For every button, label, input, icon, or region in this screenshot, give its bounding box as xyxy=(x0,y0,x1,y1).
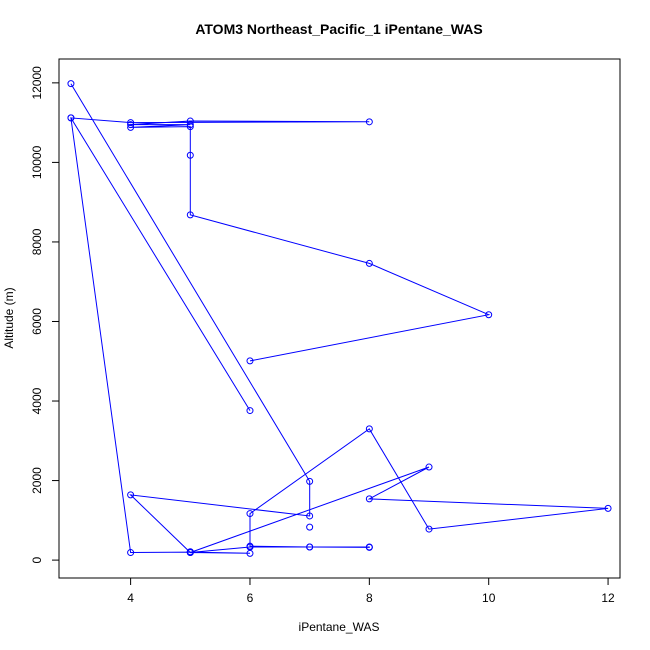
y-axis-label: Altitude (m) xyxy=(2,287,16,348)
data-point xyxy=(67,114,75,122)
y-tick-label: 10000 xyxy=(30,145,44,179)
data-point xyxy=(604,504,612,512)
data-point xyxy=(365,259,373,267)
y-tick-label: 12000 xyxy=(30,66,44,100)
data-point xyxy=(365,495,373,503)
series-line xyxy=(69,83,609,554)
data-point xyxy=(186,548,194,556)
data-series xyxy=(67,80,612,557)
plot-frame xyxy=(58,58,621,579)
data-point xyxy=(246,549,254,557)
data-point xyxy=(186,123,194,131)
chart-title: ATOM3 Northeast_Pacific_1 iPentane_WAS xyxy=(195,21,482,37)
data-point xyxy=(127,491,135,499)
data-point xyxy=(246,357,254,365)
data-point xyxy=(365,118,373,126)
data-point xyxy=(365,425,373,433)
data-point xyxy=(246,407,254,415)
data-point xyxy=(127,121,135,129)
data-point xyxy=(365,543,373,551)
data-point xyxy=(425,525,433,533)
data-point xyxy=(127,549,135,557)
x-tick-label: 4 xyxy=(127,591,134,605)
y-tick-label: 0 xyxy=(30,556,44,563)
x-tick-label: 12 xyxy=(601,591,615,605)
y-axis: 0 2000 4000 6000 8000 10000 12000 xyxy=(30,66,60,563)
y-tick-label: 2000 xyxy=(30,467,44,494)
data-point xyxy=(186,121,194,129)
x-tick-label: 10 xyxy=(482,591,496,605)
data-point xyxy=(127,119,135,127)
data-point xyxy=(425,463,433,471)
y-tick-label: 4000 xyxy=(30,387,44,414)
data-point xyxy=(485,311,493,319)
data-point xyxy=(306,543,314,551)
y-tick-label: 6000 xyxy=(30,308,44,335)
data-point xyxy=(306,477,314,485)
data-point xyxy=(67,80,75,88)
x-axis-label: iPentane_WAS xyxy=(299,620,380,634)
data-point xyxy=(186,151,194,159)
data-point xyxy=(306,512,314,520)
data-point xyxy=(246,510,254,518)
data-point xyxy=(127,123,135,131)
y-tick-label: 8000 xyxy=(30,228,44,255)
x-tick-label: 8 xyxy=(366,591,373,605)
x-tick-label: 6 xyxy=(247,591,254,605)
data-point xyxy=(186,211,194,219)
data-point xyxy=(306,523,314,531)
x-axis: 4 6 8 10 12 xyxy=(127,577,615,605)
